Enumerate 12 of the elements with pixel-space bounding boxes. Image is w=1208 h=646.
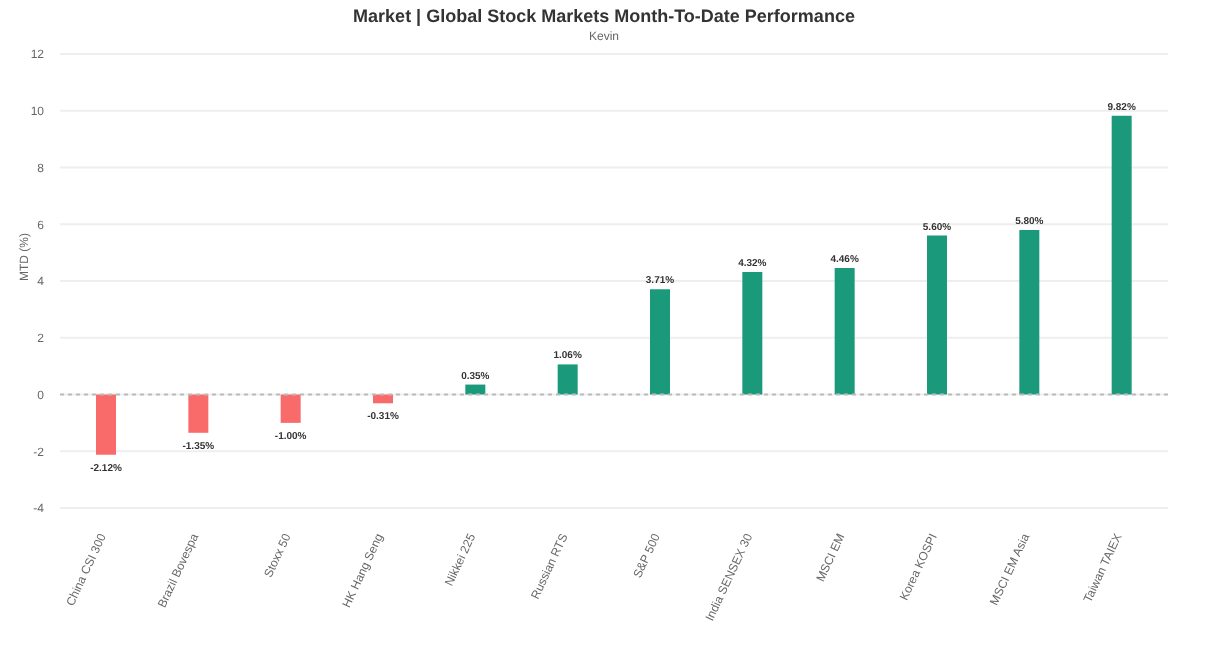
bar <box>1019 229 1040 395</box>
chart-title: Market | Global Stock Markets Month-To-Date Performance <box>351 6 857 26</box>
bar <box>188 394 209 433</box>
bar <box>1111 115 1132 395</box>
bar <box>96 394 116 455</box>
bar <box>280 394 301 423</box>
bar <box>557 364 578 395</box>
bar <box>834 267 855 395</box>
bar <box>742 271 763 395</box>
bar <box>465 384 486 395</box>
bar <box>927 235 947 395</box>
bar <box>650 289 670 395</box>
